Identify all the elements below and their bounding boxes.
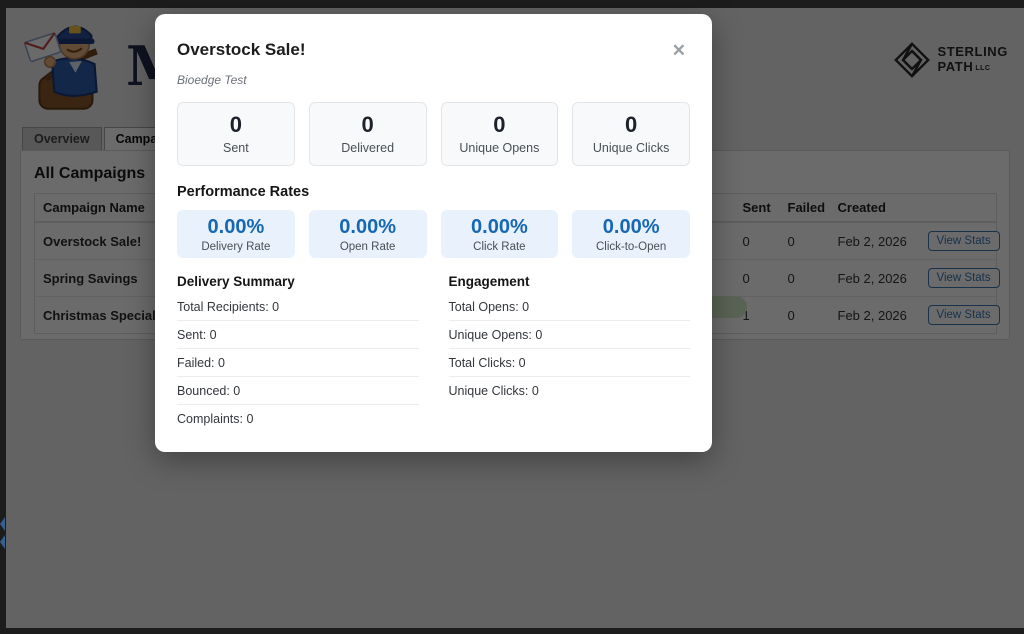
modal-subtitle: Bioedge Test [177,73,247,87]
summary-item: Failed: 0 [177,349,419,377]
stat-box-unique-clicks: 0 Unique Clicks [572,102,690,166]
summary-item: Total Recipients: 0 [177,293,419,321]
collapsed-widget-chevrons-icon[interactable] [0,517,5,553]
summary-item: Unique Opens: 0 [448,321,690,349]
summary-item: Complaints: 0 [177,412,254,426]
stats-row: 0 Sent 0 Delivered 0 Unique Opens 0 Uniq… [177,102,690,166]
modal-title: Overstock Sale! [177,40,306,59]
window-edge-left [0,0,6,634]
delivery-summary-heading: Delivery Summary [177,274,295,289]
summary-item: Total Opens: 0 [448,293,690,321]
summary-item: Bounced: 0 [177,377,419,405]
summary-item: Total Clicks: 0 [448,349,690,377]
stat-box-sent: 0 Sent [177,102,295,166]
summary-item: Unique Clicks: 0 [448,384,539,398]
rate-box-click: 0.00% Click Rate [440,210,559,258]
rate-box-open: 0.00% Open Rate [308,210,427,258]
performance-rates-heading: Performance Rates [177,184,310,200]
campaign-stats-modal: Overstock Sale! ✕ Bioedge Test 0 Sent 0 … [155,14,712,452]
engagement-column: Engagement Total Opens: 0 Unique Opens: … [448,274,690,432]
rate-box-delivery: 0.00% Delivery Rate [177,210,295,258]
modal-header: Overstock Sale! ✕ [177,34,690,63]
stat-box-unique-opens: 0 Unique Opens [440,102,559,166]
rate-box-click-to-open: 0.00% Click-to-Open [572,210,690,258]
summary-columns: Delivery Summary Total Recipients: 0 Sen… [177,274,690,432]
rates-row: 0.00% Delivery Rate 0.00% Open Rate 0.00… [177,210,690,258]
delivery-summary-column: Delivery Summary Total Recipients: 0 Sen… [177,274,419,432]
stat-box-delivered: 0 Delivered [308,102,427,166]
window-edge-top [0,0,1024,8]
engagement-heading: Engagement [448,274,530,289]
close-icon[interactable]: ✕ [671,41,686,60]
summary-item: Sent: 0 [177,321,419,349]
window-edge-bottom [0,628,1024,634]
